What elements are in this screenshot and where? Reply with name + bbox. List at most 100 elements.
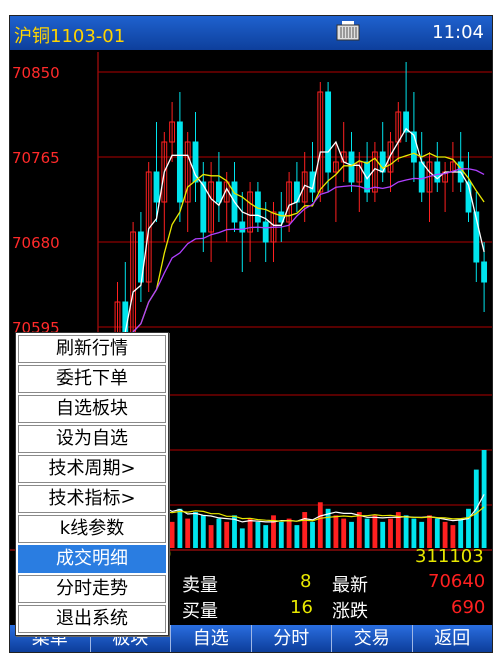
- latest-price-value: 70640: [428, 571, 486, 592]
- clock: 11:04: [432, 22, 484, 43]
- candle-body: [356, 161, 363, 183]
- popup-item-trade-details[interactable]: 成交明细: [18, 545, 166, 573]
- volume-bar: [317, 502, 323, 548]
- bottom-menu-bar: 菜单 板块 自选 分时 交易 返回: [10, 625, 492, 652]
- change-value: 690: [451, 597, 486, 618]
- volume-bar: [302, 512, 308, 548]
- volume-bar: [341, 518, 347, 548]
- volume-bar: [224, 521, 230, 548]
- volume-bar: [481, 450, 487, 548]
- volume-bar: [419, 521, 425, 548]
- latest-price-label: 最新: [332, 575, 368, 596]
- popup-item-indicator[interactable]: 技术指标>: [18, 485, 166, 513]
- candle-body: [262, 221, 269, 243]
- volume-bar: [294, 525, 300, 548]
- candle-body: [481, 261, 488, 283]
- candle-body: [410, 131, 417, 163]
- popup-item-place-order[interactable]: 委托下单: [18, 365, 166, 393]
- candle-body: [348, 151, 355, 183]
- volume-bar: [442, 521, 448, 548]
- candle-body: [364, 161, 371, 193]
- candle-body: [332, 161, 339, 173]
- volume-bar: [364, 518, 370, 548]
- popup-item-watchlist-sector[interactable]: 自选板块: [18, 395, 166, 423]
- popup-menu: 刷新行情 委托下单 自选板块 设为自选 技术周期> 技术指标> k线参数 成交明…: [15, 332, 169, 636]
- buy-volume-value: 16: [290, 597, 313, 618]
- candle-body: [473, 211, 480, 263]
- battery-icon: [336, 21, 360, 41]
- menu-button-trade[interactable]: 交易: [331, 625, 412, 652]
- volume-bar: [247, 518, 253, 548]
- candle-body: [403, 111, 410, 133]
- menu-button-intraday[interactable]: 分时: [250, 625, 332, 652]
- popup-item-intraday[interactable]: 分时走势: [18, 575, 166, 603]
- candle-body: [418, 161, 425, 193]
- candle-body: [145, 171, 152, 283]
- volume-bar: [169, 521, 175, 548]
- ma-line: [101, 152, 485, 433]
- popup-item-period[interactable]: 技术周期>: [18, 455, 166, 483]
- candle-body: [239, 221, 246, 233]
- price-axis-label: 70680: [12, 234, 60, 252]
- candle-body: [325, 91, 332, 173]
- menu-button-watchlist[interactable]: 自选: [170, 625, 251, 652]
- candle-body: [208, 181, 215, 233]
- volume-bar: [271, 515, 276, 548]
- candle-body: [309, 171, 316, 193]
- candle-body: [278, 211, 285, 223]
- candle-body: [169, 121, 176, 143]
- volume-bar: [278, 521, 284, 548]
- volume-bar: [450, 525, 456, 548]
- candle-body: [247, 191, 254, 233]
- contract-title: 沪铜1103-01: [14, 26, 126, 47]
- volume-bar: [239, 528, 245, 548]
- sell-volume-value: 8: [300, 571, 312, 592]
- volume-bar: [286, 518, 292, 548]
- volume-bar: [349, 521, 354, 548]
- volume-bar: [380, 521, 386, 548]
- volume-bar: [356, 512, 362, 548]
- volume-bar: [325, 508, 331, 548]
- volume-bar: [185, 518, 191, 548]
- candle-body: [434, 161, 441, 183]
- volume-axis-max: 311103: [415, 546, 484, 567]
- volume-bar: [193, 512, 198, 548]
- candle-body: [200, 181, 207, 233]
- ma-line: [101, 168, 485, 433]
- popup-item-refresh[interactable]: 刷新行情: [18, 335, 166, 363]
- volume-bar: [216, 518, 222, 548]
- volume-bar: [466, 508, 471, 548]
- candle-body: [387, 141, 394, 173]
- title-bar: 沪铜1103-01 11:04: [10, 16, 492, 50]
- volume-bar: [434, 518, 440, 548]
- ma-line: [101, 127, 485, 433]
- volume-bar: [333, 515, 339, 548]
- volume-bar: [177, 508, 183, 548]
- price-axis-label: 70850: [12, 64, 60, 82]
- volume-bar: [263, 525, 269, 548]
- volume-bar: [208, 525, 214, 548]
- volume-bar: [200, 515, 206, 548]
- volume-bar: [403, 515, 409, 548]
- popup-item-exit[interactable]: 退出系统: [18, 605, 166, 633]
- candle-body: [176, 121, 183, 203]
- menu-button-back[interactable]: 返回: [411, 625, 493, 652]
- candle-body: [161, 141, 168, 203]
- volume-bar: [388, 518, 393, 548]
- volume-bar: [232, 515, 237, 548]
- candle-body: [215, 181, 222, 203]
- popup-item-add-watchlist[interactable]: 设为自选: [18, 425, 166, 453]
- candle-body: [192, 141, 199, 183]
- volume-bar: [372, 515, 378, 548]
- volume-bar: [458, 518, 464, 548]
- candle-body: [184, 141, 191, 203]
- volume-bar: [395, 512, 401, 548]
- candle-body: [286, 181, 293, 223]
- volume-bar: [310, 521, 315, 548]
- popup-item-kline-params[interactable]: k线参数: [18, 515, 166, 543]
- volume-bar: [255, 521, 261, 548]
- volume-bar: [411, 518, 417, 548]
